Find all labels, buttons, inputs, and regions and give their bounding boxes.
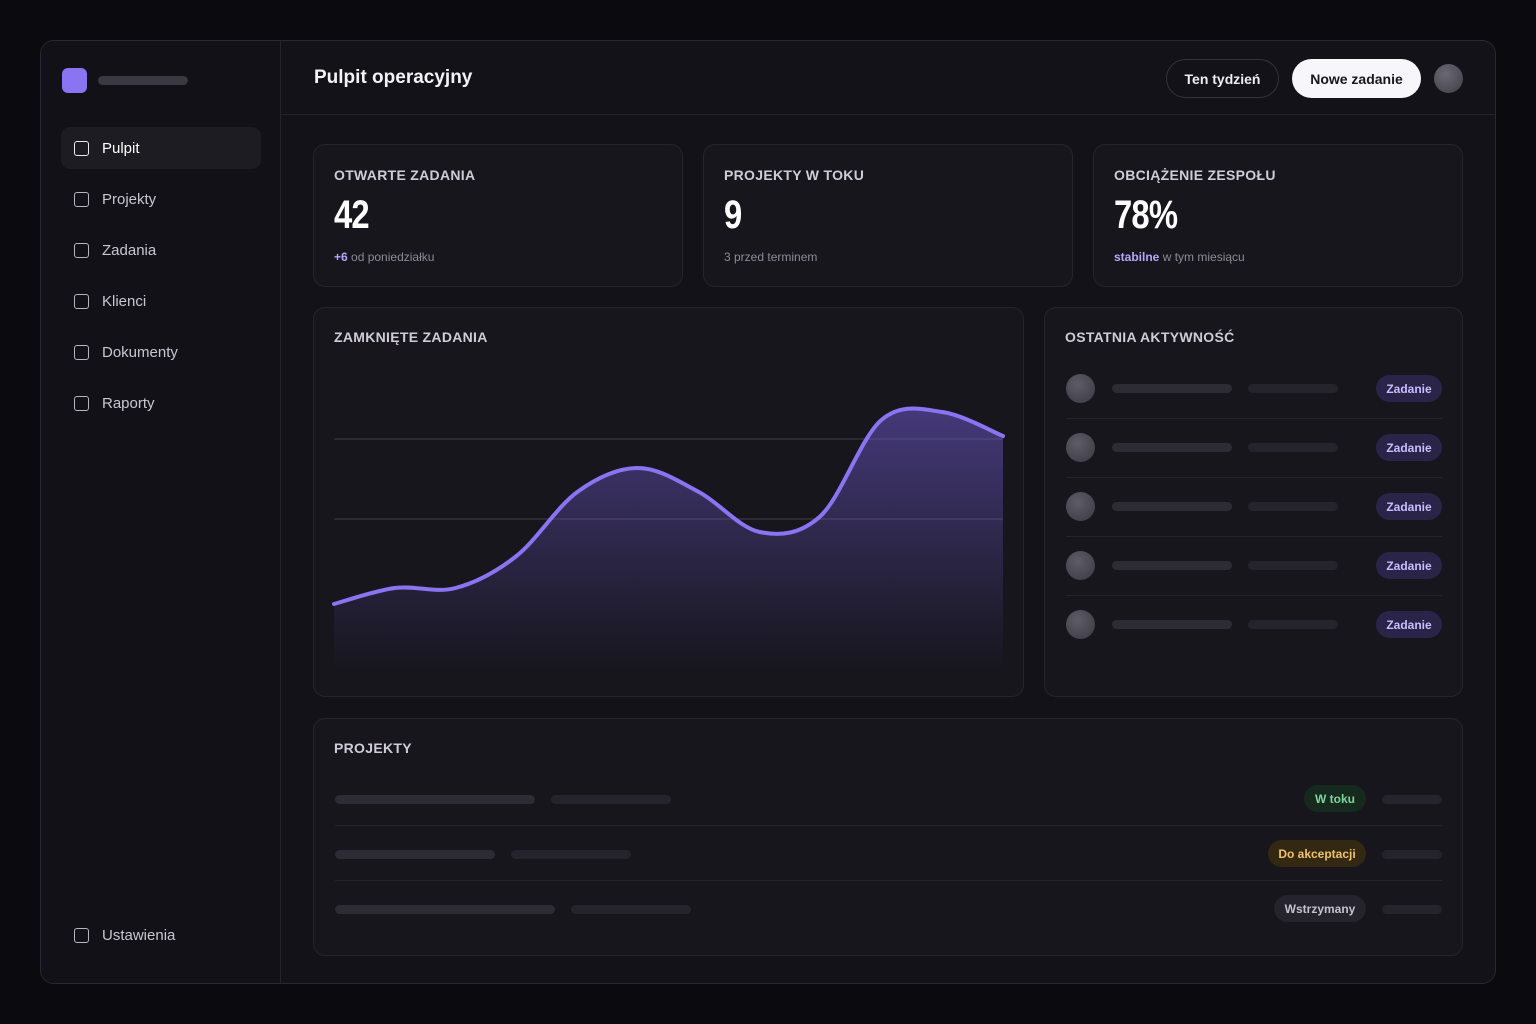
- sidebar-item-zadania[interactable]: Zadania: [61, 229, 261, 271]
- sidebar-item-projekty[interactable]: Projekty: [61, 178, 261, 220]
- dashboard-icon: [74, 140, 89, 156]
- chart-title: ZAMKNIĘTE ZADANIA: [334, 329, 488, 345]
- recent-activity-card: OSTATNIA AKTYWNOŚĆ Zadanie Zadanie Zadanie…: [1044, 307, 1463, 697]
- activity-avatar: [1066, 610, 1095, 639]
- activity-tag: Zadanie: [1376, 493, 1442, 520]
- projects-icon: [74, 191, 89, 207]
- activity-text-placeholder: [1112, 502, 1232, 511]
- sidebar-item-label: Projekty: [102, 190, 157, 208]
- project-date-placeholder: [1382, 850, 1442, 859]
- activity-tag: Zadanie: [1376, 434, 1442, 461]
- sidebar-item-dokumenty[interactable]: Dokumenty: [61, 331, 261, 373]
- project-status-badge: W toku: [1304, 785, 1366, 812]
- kpi-card-open-tasks: OTWARTE ZADANIA 42 +6 od poniedziałku: [313, 144, 683, 287]
- kpi-card-team-load: OBCIĄŻENIE ZESPOŁU 78% stabilne w tym mi…: [1093, 144, 1463, 287]
- project-meta-placeholder: [571, 905, 691, 914]
- sidebar-item-klienci[interactable]: Klienci: [61, 280, 261, 322]
- sidebar-item-label: Zadania: [102, 241, 157, 259]
- kpi-note-highlight: +6: [334, 250, 348, 264]
- activity-meta-placeholder: [1248, 620, 1338, 629]
- user-avatar[interactable]: [1434, 64, 1463, 93]
- activity-avatar: [1066, 433, 1095, 462]
- project-row[interactable]: Wstrzymany: [335, 881, 1442, 936]
- activity-row[interactable]: Zadanie: [1066, 419, 1442, 478]
- chart-area-fill: [334, 408, 1003, 668]
- new-task-button[interactable]: Nowe zadanie: [1292, 59, 1421, 98]
- sidebar: Pulpit Projekty Zadania Klienci Dokument…: [41, 41, 281, 983]
- tasks-icon: [74, 242, 89, 258]
- sidebar-item-label: Dokumenty: [102, 343, 178, 361]
- kpi-value: 42: [334, 193, 370, 237]
- sidebar-item-label: Klienci: [102, 292, 147, 310]
- project-name-placeholder: [335, 795, 535, 804]
- kpi-note-highlight: stabilne: [1114, 250, 1160, 264]
- activity-tag: Zadanie: [1376, 552, 1442, 579]
- closed-tasks-chart: [332, 406, 1005, 668]
- activity-meta-placeholder: [1248, 561, 1338, 570]
- clients-icon: [74, 293, 89, 309]
- sidebar-item-label: Ustawienia: [102, 926, 176, 944]
- page-title: Pulpit operacyjny: [314, 67, 473, 88]
- kpi-label: OBCIĄŻENIE ZESPOŁU: [1114, 167, 1276, 183]
- chart-series-line: [332, 406, 1005, 606]
- activity-tag: Zadanie: [1376, 375, 1442, 402]
- activity-avatar: [1066, 492, 1095, 521]
- kpi-note: 3 przed terminem: [724, 250, 817, 264]
- activity-meta-placeholder: [1248, 502, 1338, 511]
- activity-text-placeholder: [1112, 443, 1232, 452]
- project-row[interactable]: W toku: [335, 771, 1442, 826]
- activity-row[interactable]: Zadanie: [1066, 537, 1442, 596]
- closed-tasks-card: ZAMKNIĘTE ZADANIA: [313, 307, 1024, 697]
- activity-meta-placeholder: [1248, 384, 1338, 393]
- kpi-note-text: w tym miesiącu: [1162, 250, 1245, 264]
- brand-name-placeholder: [98, 76, 188, 85]
- projects-title: PROJEKTY: [334, 740, 412, 756]
- activity-avatar: [1066, 374, 1095, 403]
- sidebar-item-ustawienia[interactable]: Ustawienia: [61, 914, 261, 956]
- sidebar-item-raporty[interactable]: Raporty: [61, 382, 261, 424]
- kpi-note: +6 od poniedziałku: [334, 250, 434, 264]
- project-row[interactable]: Do akceptacji: [335, 826, 1442, 881]
- activity-text-placeholder: [1112, 384, 1232, 393]
- documents-icon: [74, 344, 89, 360]
- project-meta-placeholder: [511, 850, 631, 859]
- activity-tag: Zadanie: [1376, 611, 1442, 638]
- project-status-badge: Wstrzymany: [1274, 895, 1366, 922]
- activity-text-placeholder: [1112, 561, 1232, 570]
- kpi-value: 78%: [1114, 193, 1178, 237]
- sidebar-item-label: Raporty: [102, 394, 155, 412]
- sidebar-item-label: Pulpit: [102, 139, 140, 157]
- kpi-label: PROJEKTY W TOKU: [724, 167, 865, 183]
- reports-icon: [74, 395, 89, 411]
- activity-row[interactable]: Zadanie: [1066, 596, 1442, 655]
- kpi-note-text: 3 przed terminem: [724, 250, 818, 264]
- project-date-placeholder: [1382, 905, 1442, 914]
- project-date-placeholder: [1382, 795, 1442, 804]
- app-window: Pulpit Projekty Zadania Klienci Dokument…: [40, 40, 1496, 984]
- kpi-note-text: od poniedziałku: [351, 250, 435, 264]
- week-filter-button[interactable]: Ten tydzień: [1166, 59, 1279, 98]
- settings-icon: [74, 927, 89, 943]
- project-name-placeholder: [335, 905, 555, 914]
- activity-meta-placeholder: [1248, 443, 1338, 452]
- activity-row[interactable]: Zadanie: [1066, 478, 1442, 537]
- project-meta-placeholder: [551, 795, 671, 804]
- top-header: Pulpit operacyjny Ten tydzień Nowe zadan…: [281, 41, 1495, 115]
- sidebar-item-pulpit[interactable]: Pulpit: [61, 127, 261, 169]
- activity-title: OSTATNIA AKTYWNOŚĆ: [1065, 329, 1235, 345]
- kpi-note: stabilne w tym miesiącu: [1114, 250, 1245, 264]
- kpi-card-projects-in-progress: PROJEKTY W TOKU 9 3 przed terminem: [703, 144, 1073, 287]
- kpi-label: OTWARTE ZADANIA: [334, 167, 476, 183]
- activity-row[interactable]: Zadanie: [1066, 360, 1442, 419]
- activity-avatar: [1066, 551, 1095, 580]
- activity-text-placeholder: [1112, 620, 1232, 629]
- project-status-badge: Do akceptacji: [1268, 840, 1366, 867]
- kpi-value: 9: [724, 193, 742, 237]
- brand-logo: [62, 68, 87, 93]
- projects-card: PROJEKTY W toku Do akceptacji Wstrzymany: [313, 718, 1463, 956]
- project-name-placeholder: [335, 850, 495, 859]
